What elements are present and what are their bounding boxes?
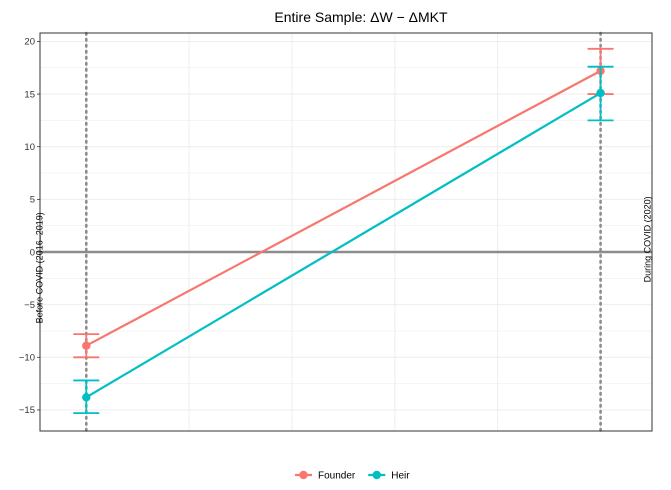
legend-label-heir: Heir [391,471,410,482]
legend-label-founder: Founder [318,471,356,482]
y-tick-label: −15 [19,405,35,416]
data-point-heir [82,393,91,402]
legend-item-founder: Founder [295,471,356,482]
legend-key-point [299,470,308,480]
annotation-during-covid: During COVID (2020) [643,196,653,282]
y-tick-label: −5 [24,300,35,311]
data-point-founder [82,341,91,350]
series-line-heir [85,92,602,399]
y-tick-label: 20 [24,37,35,48]
y-tick-label: 5 [30,195,35,206]
data-point-heir [596,88,605,98]
chart-title: Entire Sample: ΔW − ΔMKT [274,9,448,25]
y-axis: −15 −10 −5 0 5 10 15 20 [19,37,40,416]
series-layer [73,47,614,415]
y-tick-label: 10 [24,142,35,153]
y-tick-label: 0 [30,247,35,258]
legend-item-heir: Heir [368,471,410,482]
annotation-before-covid: Before COVID (2016–2019) [34,212,44,323]
panel-border [39,32,653,432]
series-heir [73,65,614,415]
legend-key-point [372,470,381,480]
grid [40,33,652,431]
series-line-founder [85,69,602,347]
legend: Founder Heir [295,471,410,482]
y-tick-label: 15 [24,89,35,100]
y-tick-label: −10 [19,353,35,364]
